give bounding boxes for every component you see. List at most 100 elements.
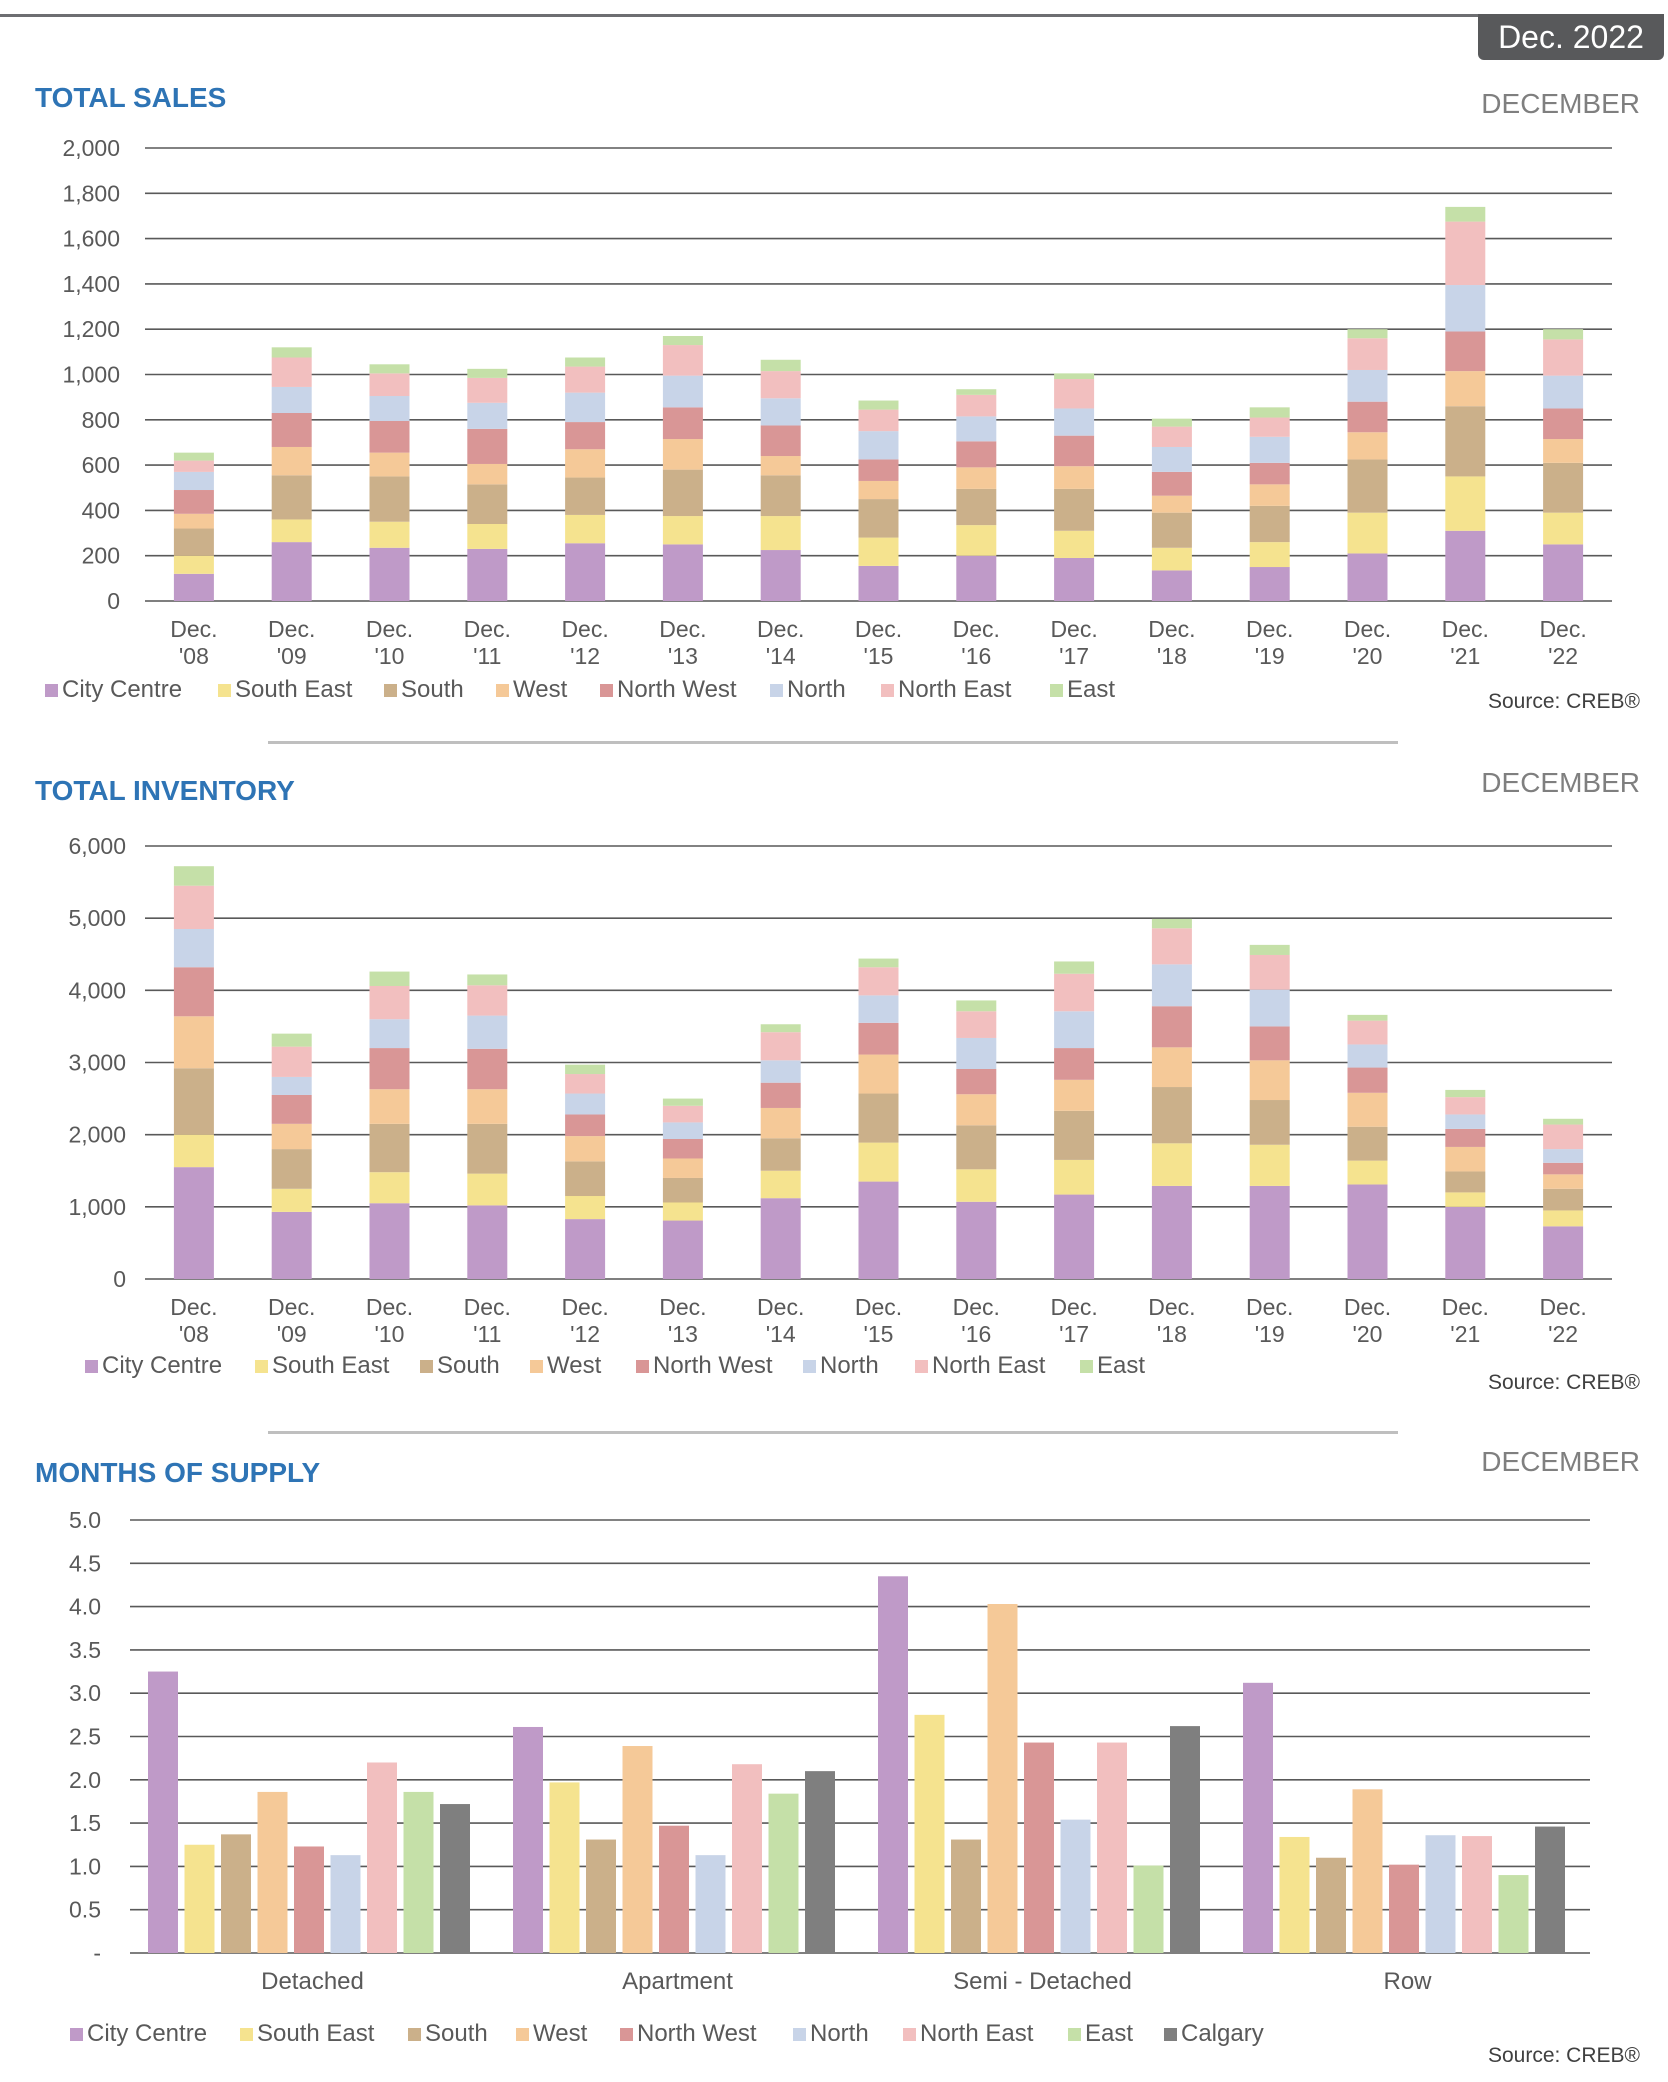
bar-city-centre-11 bbox=[1249, 1185, 1290, 1279]
bar-south-east-4 bbox=[565, 1196, 606, 1220]
x-tick-label: '21 bbox=[1450, 1321, 1480, 1347]
legend-swatch-west bbox=[516, 2028, 529, 2041]
bar-north-4 bbox=[565, 1093, 606, 1115]
bar-north-5 bbox=[662, 1122, 703, 1139]
bar-east-0 bbox=[173, 866, 214, 886]
bar-north-west-8 bbox=[956, 441, 997, 468]
legend-swatch-north bbox=[803, 1360, 816, 1373]
bar-north-east-10 bbox=[1151, 426, 1192, 447]
x-tick-label: '14 bbox=[766, 643, 796, 669]
bar-city-centre-13 bbox=[1445, 530, 1486, 601]
bar-north-east-5 bbox=[662, 1105, 703, 1123]
bar-north-west-13 bbox=[1445, 1128, 1486, 1147]
bar-east-3 bbox=[467, 368, 508, 378]
bar-north-4 bbox=[565, 392, 606, 423]
bar-north-east-10 bbox=[1151, 928, 1192, 965]
bar-north-14 bbox=[1543, 1149, 1584, 1163]
legend-swatch-city-centre bbox=[85, 1360, 98, 1373]
bar-south-12 bbox=[1347, 459, 1388, 513]
bar-south-east-semi-detached bbox=[914, 1714, 945, 1953]
months-of-supply-title: MONTHS OF SUPPLY bbox=[35, 1457, 321, 1488]
legend-label-calgary: Calgary bbox=[1181, 2020, 1264, 2047]
x-tick-label: Dec. bbox=[1442, 1294, 1489, 1320]
bar-north-west-6 bbox=[760, 425, 801, 457]
bar-south-east-7 bbox=[858, 1142, 899, 1182]
bar-east-apartment bbox=[768, 1793, 799, 1953]
bar-north-east-2 bbox=[369, 986, 410, 1020]
x-tick-label: Dec. bbox=[366, 616, 413, 642]
bar-north-west-row bbox=[1389, 1864, 1419, 1953]
bar-south-6 bbox=[760, 475, 801, 517]
x-tick-label: Dec. bbox=[561, 616, 608, 642]
bar-south-0 bbox=[173, 528, 214, 556]
bar-north-west-14 bbox=[1543, 408, 1584, 440]
bar-north-west-2 bbox=[369, 1048, 410, 1090]
x-tick-label: Dec. bbox=[464, 616, 511, 642]
bar-city-centre-3 bbox=[467, 1205, 508, 1279]
bar-west-6 bbox=[760, 456, 801, 476]
bar-north-west-detached bbox=[294, 1846, 324, 1953]
bar-west-apartment bbox=[622, 1746, 653, 1953]
bar-south-detached bbox=[221, 1834, 251, 1953]
legend-label-south-east: South East bbox=[272, 1352, 390, 1379]
bar-west-11 bbox=[1249, 1060, 1290, 1101]
bar-north-6 bbox=[760, 1060, 801, 1083]
bar-south-13 bbox=[1445, 406, 1486, 477]
bar-north-3 bbox=[467, 1015, 508, 1049]
x-tick-label: Dec. bbox=[268, 616, 315, 642]
legend-label-city-centre: City Centre bbox=[87, 2020, 207, 2047]
bar-west-14 bbox=[1543, 1174, 1584, 1189]
bar-city-centre-12 bbox=[1347, 553, 1388, 601]
bar-north-8 bbox=[956, 1037, 997, 1069]
bar-north-west-10 bbox=[1151, 471, 1192, 496]
x-tick-label: '20 bbox=[1353, 643, 1383, 669]
bar-south-1 bbox=[271, 1149, 312, 1189]
x-tick-label: '10 bbox=[375, 1321, 405, 1347]
bar-city-centre-12 bbox=[1347, 1184, 1388, 1279]
bar-south-apartment bbox=[586, 1839, 616, 1953]
bar-west-1 bbox=[271, 1123, 312, 1150]
bar-south-east-row bbox=[1279, 1836, 1310, 1953]
y-tick-label: 2.0 bbox=[69, 1767, 101, 1793]
bar-city-centre-0 bbox=[173, 573, 214, 601]
bar-west-row bbox=[1352, 1789, 1383, 1953]
bar-city-centre-9 bbox=[1054, 1194, 1095, 1279]
y-tick-label: - bbox=[93, 1940, 101, 1966]
bar-north-5 bbox=[662, 375, 703, 408]
date-badge: Dec. 2022 bbox=[1478, 14, 1664, 60]
x-tick-label: Dec. bbox=[1539, 1294, 1586, 1320]
bar-south-east-6 bbox=[760, 1170, 801, 1199]
bar-north-west-14 bbox=[1543, 1162, 1584, 1175]
legend-swatch-west bbox=[496, 684, 509, 697]
legend-label-city-centre: City Centre bbox=[62, 676, 182, 703]
bar-north-east-3 bbox=[467, 377, 508, 403]
y-tick-label: 2,000 bbox=[68, 1122, 126, 1148]
x-tick-label: Dec. bbox=[1050, 1294, 1097, 1320]
bar-south-east-1 bbox=[271, 519, 312, 543]
x-tick-label: Dec. bbox=[757, 1294, 804, 1320]
bar-west-6 bbox=[760, 1107, 801, 1139]
x-tick-label: '19 bbox=[1255, 1321, 1285, 1347]
bar-north-1 bbox=[271, 1076, 312, 1095]
bar-city-centre-0 bbox=[173, 1167, 214, 1279]
x-tick-label: Dec. bbox=[1148, 1294, 1195, 1320]
bar-west-2 bbox=[369, 1089, 410, 1124]
x-tick-label: '08 bbox=[179, 643, 209, 669]
bar-city-centre-9 bbox=[1054, 557, 1095, 601]
bar-south-east-14 bbox=[1543, 1210, 1584, 1227]
x-tick-label: '16 bbox=[961, 1321, 991, 1347]
bar-south-8 bbox=[956, 1125, 997, 1170]
bar-east-2 bbox=[369, 364, 410, 374]
x-tick-label: '21 bbox=[1450, 643, 1480, 669]
bar-west-detached bbox=[257, 1791, 288, 1953]
legend-label-north-east: North East bbox=[920, 2020, 1034, 2047]
bar-north-east-1 bbox=[271, 1046, 312, 1077]
x-tick-label: Dec. bbox=[659, 1294, 706, 1320]
x-tick-label: '22 bbox=[1548, 1321, 1578, 1347]
y-tick-label: 2.5 bbox=[69, 1724, 101, 1750]
bar-city-centre-row bbox=[1243, 1682, 1273, 1953]
x-tick-label: '11 bbox=[473, 1321, 501, 1347]
legend-label-west: West bbox=[547, 1352, 602, 1379]
bar-north-east-13 bbox=[1445, 1097, 1486, 1115]
